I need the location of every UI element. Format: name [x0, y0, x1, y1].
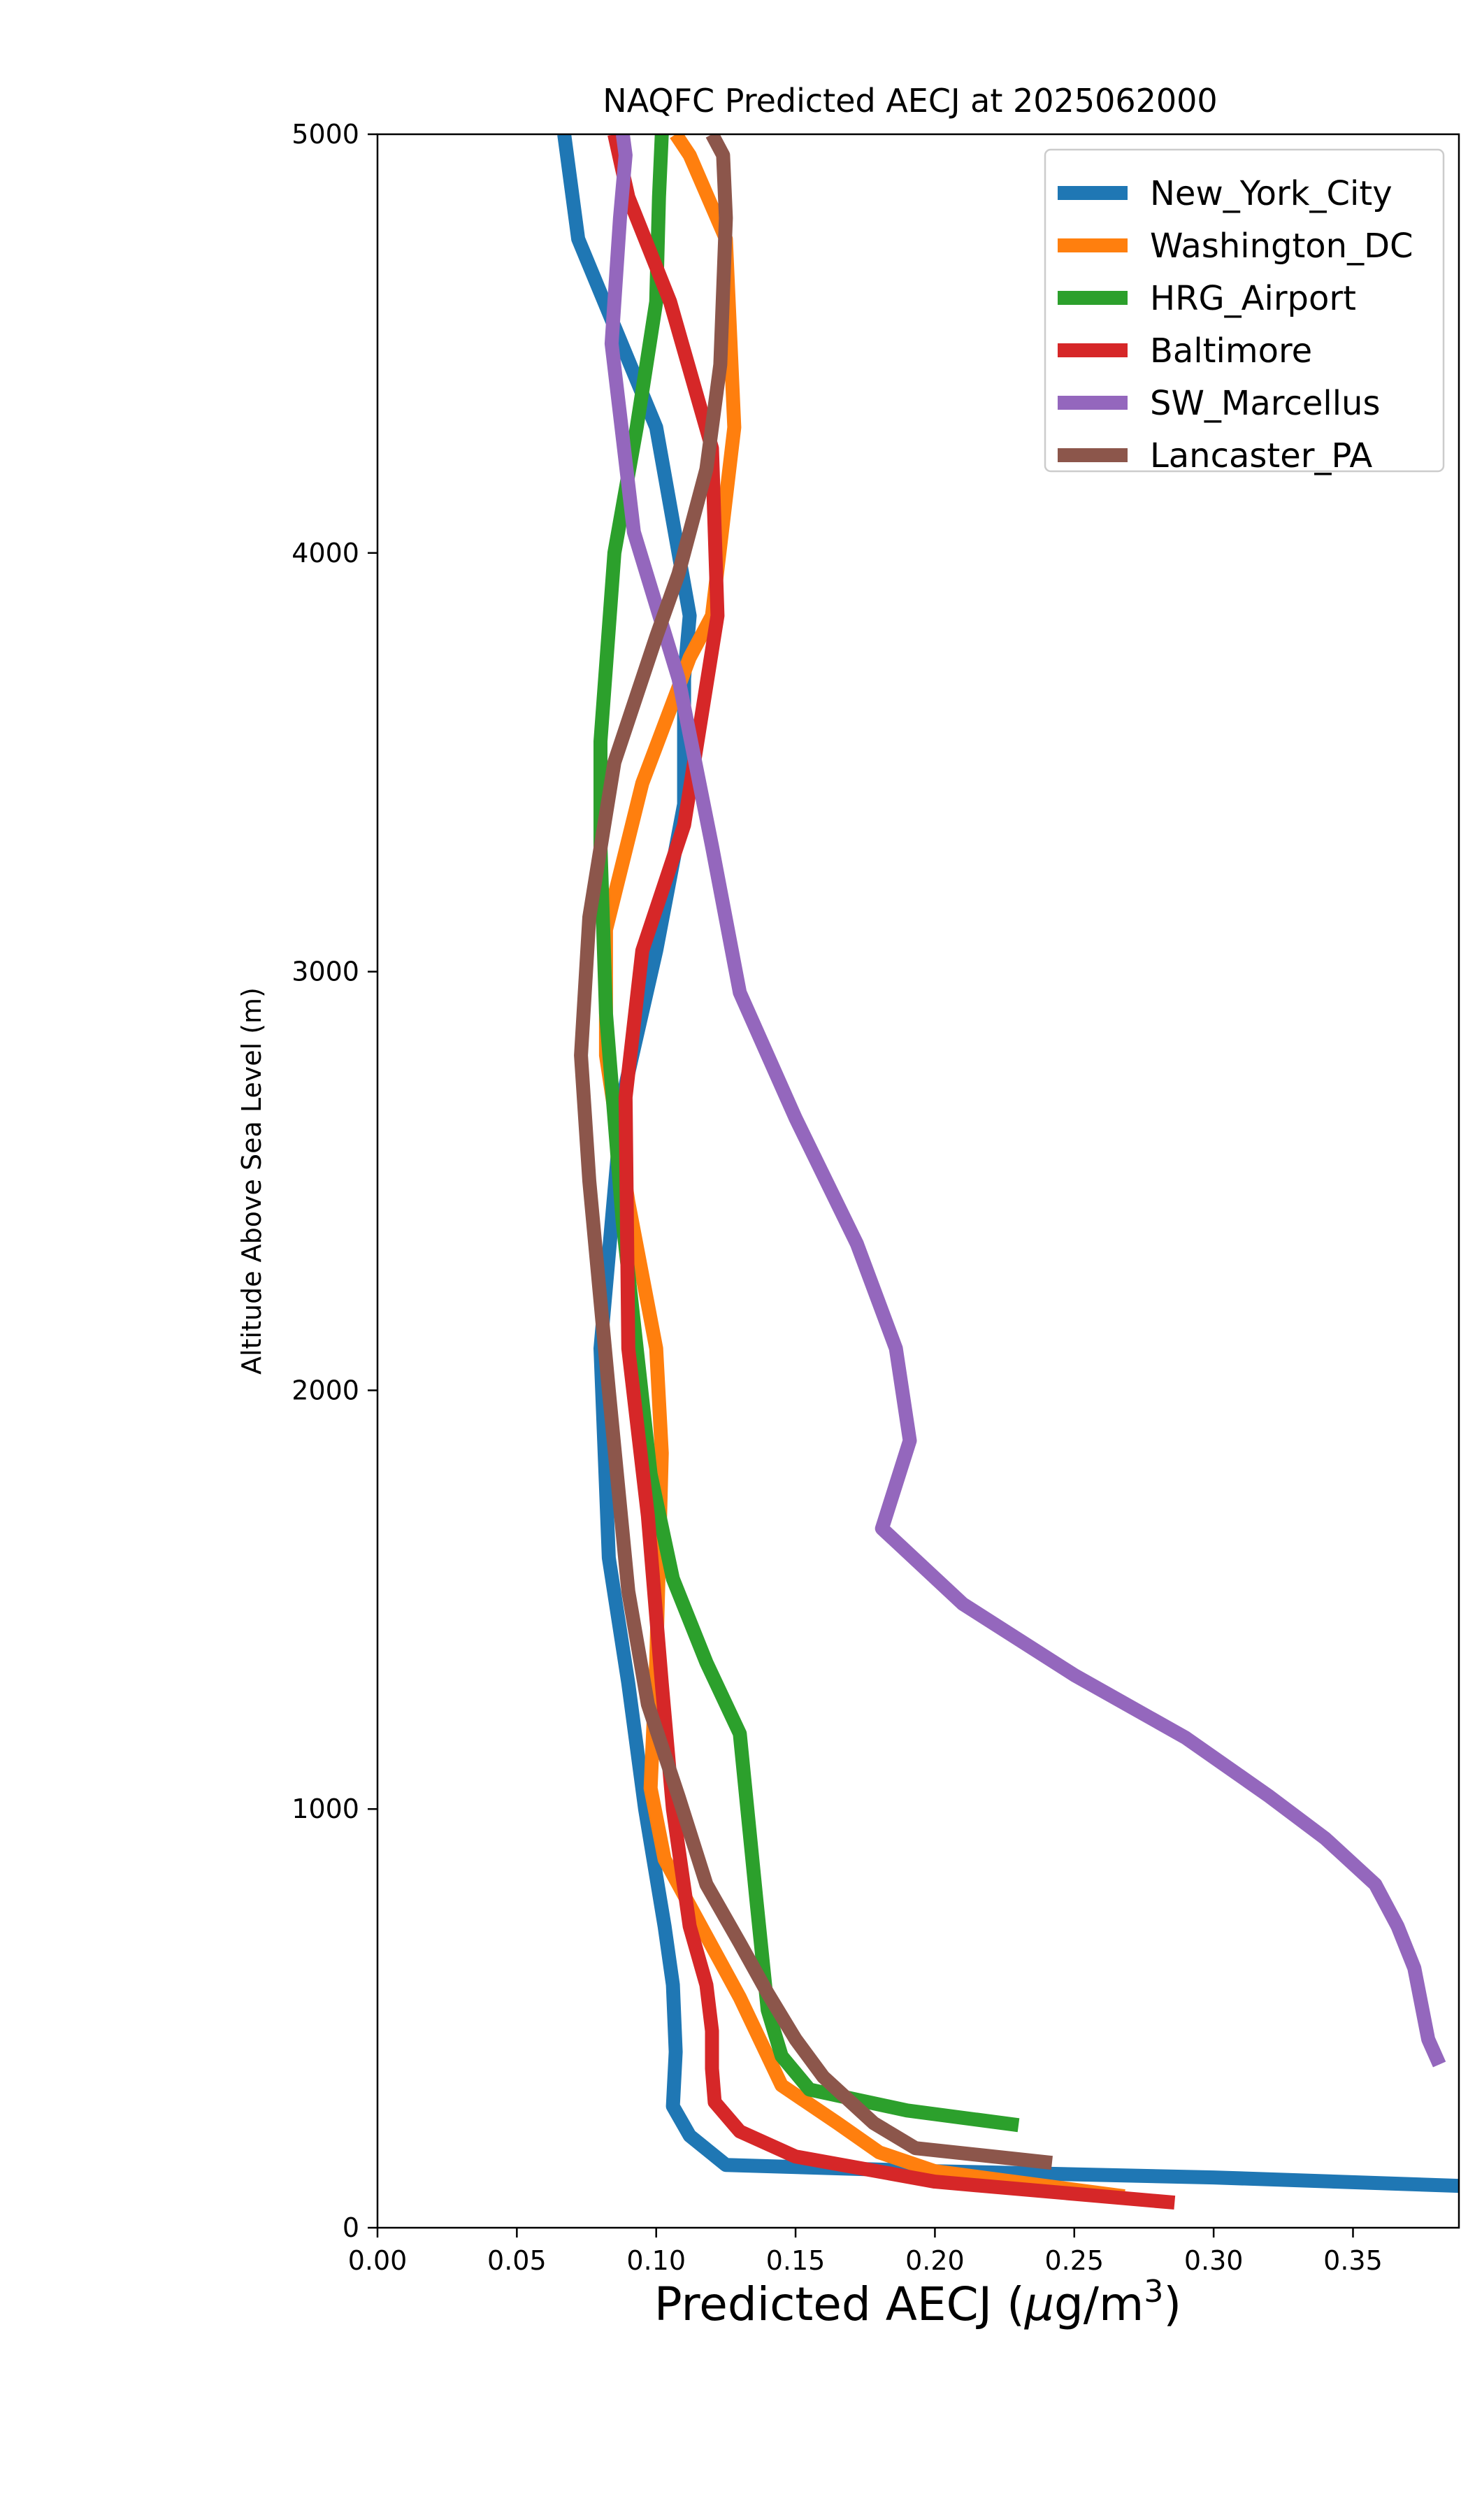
y-tick-label: 2000: [292, 1375, 359, 1405]
legend: New_York_City Washington_DC HRG_Airport Bal…: [1044, 148, 1445, 475]
series-line-washington-dc: [598, 134, 1125, 2204]
series-layer: [557, 134, 1459, 2210]
x-tick-label: 0.10: [626, 2245, 686, 2276]
y-tick-label: 4000: [292, 538, 359, 568]
x-axis-unit-exponent: 3: [1144, 2274, 1163, 2310]
legend-label: Baltimore: [1150, 331, 1312, 371]
y-axis-label: Altitude Above Sea Level (m): [236, 987, 267, 1375]
series-line-new-york-city: [557, 134, 1459, 2193]
series-line-lancaster-pa: [574, 134, 1053, 2170]
series-line-baltimore: [607, 134, 1176, 2210]
y-tick-label: 0: [343, 2212, 359, 2243]
x-axis-label-text: Predicted AECJ: [654, 2277, 992, 2331]
legend-label: SW_Marcellus: [1150, 384, 1380, 423]
legend-label: Washington_DC: [1150, 227, 1413, 266]
x-axis-label: Predicted AECJ (μg/m3): [654, 2274, 1181, 2331]
x-axis-unit-rest: g/m: [1054, 2277, 1144, 2331]
x-tick-label: 0.20: [905, 2245, 965, 2276]
x-tick-label: 0.05: [487, 2245, 547, 2276]
series-line-hrg-airport: [593, 134, 1020, 2133]
legend-label: HRG_Airport: [1150, 279, 1356, 318]
x-tick-label: 0.25: [1044, 2245, 1104, 2276]
x-axis-label-paren-close: ): [1163, 2277, 1181, 2331]
x-tick-label: 0.00: [348, 2245, 408, 2276]
legend-box: [1044, 148, 1445, 473]
x-axis: 0.00 0.05 0.10 0.15 0.20 0.25 0.30 0.35: [348, 2228, 1383, 2276]
x-axis-label-paren-open: (: [992, 2277, 1025, 2331]
chart-title: NAQFC Predicted AECJ at 2025062000: [603, 82, 1217, 120]
series-line-sw-marcellus: [604, 134, 1446, 2068]
plot-frame: [376, 133, 1460, 2229]
y-tick-label: 1000: [292, 1794, 359, 1824]
legend-label: New_York_City: [1150, 174, 1393, 213]
x-tick-label: 0.15: [766, 2245, 826, 2276]
legend-label: Lancaster_PA: [1150, 436, 1372, 475]
x-axis-unit-mu: μ: [1024, 2277, 1054, 2331]
y-tick-label: 3000: [292, 957, 359, 987]
x-tick-label: 0.30: [1184, 2245, 1244, 2276]
y-tick-label: 5000: [292, 119, 359, 150]
x-tick-label: 0.35: [1323, 2245, 1383, 2276]
y-axis: 0 1000 2000 3000 4000 5000: [292, 119, 377, 2243]
